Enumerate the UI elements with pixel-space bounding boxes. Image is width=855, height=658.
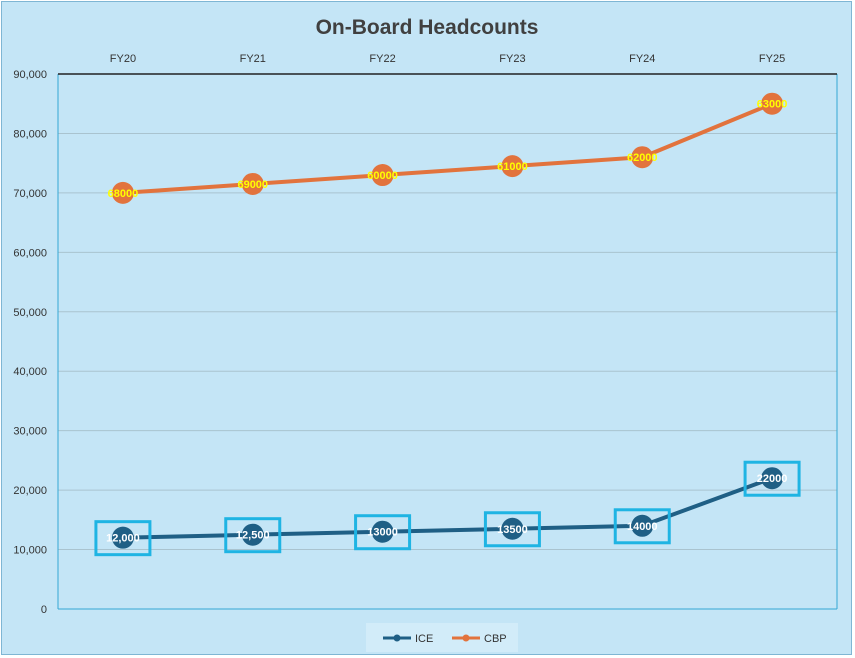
data-point-ice (111, 526, 134, 549)
data-point-ice (631, 514, 654, 537)
y-tick-label: 60,000 (13, 247, 47, 259)
data-label-ice: 13000 (367, 527, 398, 539)
data-label-cbp: 62000 (627, 152, 658, 164)
data-label-box-ice (224, 517, 282, 554)
y-tick-label: 0 (41, 604, 47, 616)
plot-area: 0 10,000 20,000 30,000 40,000 50,000 60,000 70,… (13, 53, 838, 616)
series-line-cbp (120, 101, 775, 195)
series-line-ice (120, 476, 775, 540)
y-tick-label: 40,000 (13, 366, 47, 378)
data-label-box-ice (613, 508, 671, 545)
x-tick-label: FY23 (499, 53, 525, 65)
data-label-cbp: 63000 (757, 99, 788, 111)
data-point-ice (761, 467, 784, 490)
legend-label-cbp: CBP (484, 633, 507, 645)
data-label-cbp: 61000 (497, 161, 528, 173)
y-tick-label: 20,000 (13, 485, 47, 497)
data-label-ice: 13500 (497, 524, 528, 536)
data-point-cbp (501, 155, 524, 178)
data-point-cbp (761, 92, 784, 115)
data-label-cbp: 69000 (237, 179, 268, 191)
x-tick-label: FY22 (369, 53, 395, 65)
chart-title: On-Board Headcounts (316, 16, 539, 39)
data-label-ice: 14000 (627, 521, 658, 533)
data-label-box-ice (483, 511, 541, 548)
legend: ICE CBP (366, 623, 518, 652)
y-tick-label: 80,000 (13, 128, 47, 140)
data-label-cbp: 68000 (108, 188, 139, 200)
y-tick-label: 50,000 (13, 307, 47, 319)
legend-marker-cbp (462, 634, 470, 642)
data-label-box-ice (354, 514, 412, 551)
y-tick-label: 90,000 (13, 69, 47, 81)
data-label-box-ice (94, 520, 152, 557)
x-tick-label: FY21 (240, 53, 266, 65)
data-point-cbp (371, 164, 394, 187)
x-tick-label: FY24 (629, 53, 655, 65)
data-point-ice (241, 523, 264, 546)
x-tick-label: FY25 (759, 53, 785, 65)
y-tick-label: 70,000 (13, 188, 47, 200)
data-label-box-ice (743, 460, 801, 497)
data-label-cbp: 60000 (367, 170, 398, 182)
legend-marker-ice (393, 634, 401, 642)
data-point-cbp (111, 181, 134, 204)
legend-label-ice: ICE (415, 633, 433, 645)
data-label-ice: 22000 (757, 473, 788, 485)
y-tick-label: 30,000 (13, 426, 47, 438)
data-point-cbp (631, 146, 654, 169)
data-point-ice (501, 517, 524, 540)
data-point-ice (371, 520, 394, 543)
data-label-ice: 12,000 (106, 533, 140, 545)
x-tick-label: FY20 (110, 53, 136, 65)
data-label-ice: 12,500 (236, 530, 270, 542)
data-point-cbp (241, 172, 264, 195)
y-tick-label: 10,000 (13, 545, 47, 557)
